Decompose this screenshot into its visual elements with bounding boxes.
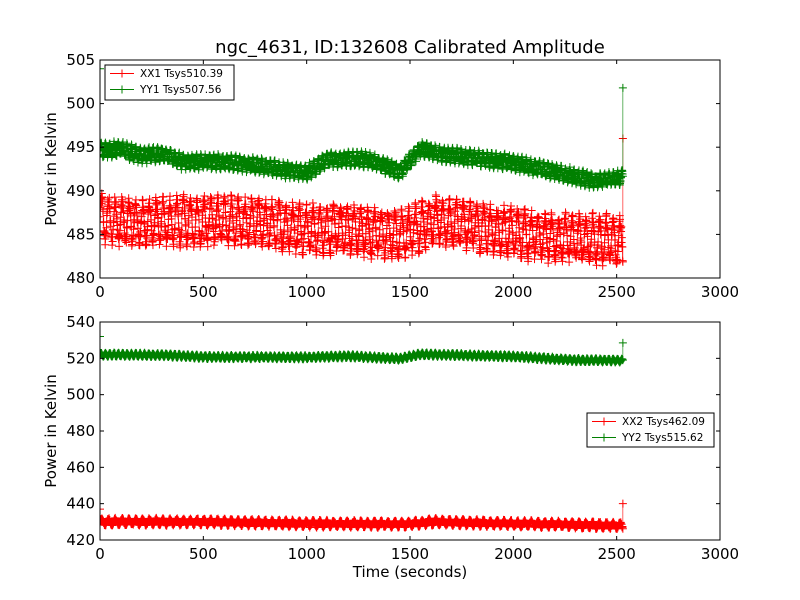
y-tick-label: 420 (66, 531, 95, 549)
y-tick-label: 490 (66, 182, 95, 200)
y-tick-label: 480 (66, 269, 95, 287)
y-tick-label: 520 (66, 349, 95, 367)
legend-label-xx2: XX2 Tsys462.09 (622, 416, 705, 428)
bottom-plot-x-axis-label: Time (seconds) (352, 563, 468, 581)
legend-item-xx1: XX1 Tsys510.39 (110, 68, 223, 80)
legend-label-yy2: YY2 Tsys515.62 (621, 432, 703, 444)
legend-item-xx2: XX2 Tsys462.09 (592, 416, 705, 428)
y-tick-label: 500 (66, 386, 95, 404)
top-plot: 0 500 1000 1500 2000 2500 3000 480 485 490 495 500 5… (42, 51, 739, 301)
bottom-plot-series-2 (100, 332, 627, 367)
top-plot-y-axis-label: Power in Kelvin (42, 112, 60, 226)
top-plot-axes: 0 500 1000 1500 2000 2500 3000 480 485 490 495 500 5… (66, 51, 739, 301)
x-tick-label: 0 (95, 283, 105, 301)
top-plot-legend-box (104, 64, 235, 101)
x-tick-label: 2500 (598, 545, 636, 563)
bottom-plot-y-axis-label: Power in Kelvin (42, 374, 60, 488)
legend-marker-yy1 (118, 85, 126, 94)
chart-title: ngc_4631, ID:132608 Calibrated Amplitude (215, 37, 605, 58)
y-tick-label: 500 (66, 95, 95, 113)
bottom-plot-series-1-markers (100, 499, 627, 533)
y-tick-label: 460 (66, 458, 95, 476)
x-tick-label: 2000 (494, 545, 532, 563)
bottom-plot-legend: XX2 Tsys462.09 YY2 Tsys515.62 (586, 412, 715, 448)
legend-marker-yy2 (600, 433, 608, 442)
bottom-plot-series-2-markers (100, 332, 627, 367)
y-tick-label: 480 (66, 422, 95, 440)
top-plot-series-layer (100, 64, 627, 270)
legend-item-yy1: YY1 Tsys507.56 (110, 84, 222, 96)
y-tick-label: 440 (66, 495, 95, 513)
x-tick-label: 1000 (288, 545, 326, 563)
x-tick-label: 0 (95, 545, 105, 563)
x-tick-label: 2000 (494, 283, 532, 301)
y-tick-label: 485 (66, 225, 95, 243)
legend-label-xx1: XX1 Tsys510.39 (140, 68, 223, 80)
x-tick-label: 500 (189, 283, 218, 301)
top-plot-legend: XX1 Tsys510.39 YY1 Tsys507.56 (104, 64, 235, 101)
top-plot-series-1-markers (100, 134, 627, 270)
legend-marker-xx2 (600, 417, 608, 426)
x-tick-label: 1000 (288, 283, 326, 301)
bottom-plot-axes: 0 500 1000 1500 2000 2500 3000 420 440 460 480 500 5… (66, 313, 739, 563)
x-tick-label: 3000 (701, 283, 739, 301)
x-tick-label: 3000 (701, 545, 739, 563)
y-tick-label: 540 (66, 313, 95, 331)
x-tick-label: 2500 (598, 283, 636, 301)
bottom-plot-series-1 (100, 499, 627, 533)
y-tick-label: 505 (66, 51, 95, 69)
x-tick-label: 1500 (391, 545, 429, 563)
bottom-plot: 0 500 1000 1500 2000 2500 3000 420 440 460 480 500 5… (42, 313, 739, 581)
x-tick-label: 1500 (391, 283, 429, 301)
top-plot-series-1 (100, 134, 627, 270)
bottom-plot-series-layer (100, 332, 627, 533)
y-tick-label: 495 (66, 138, 95, 156)
bottom-plot-legend-box (586, 412, 715, 448)
legend-marker-xx1 (118, 69, 126, 78)
top-plot-series-2 (100, 64, 627, 192)
legend-item-yy2: YY2 Tsys515.62 (592, 432, 703, 444)
legend-label-yy1: YY1 Tsys507.56 (139, 84, 222, 96)
top-plot-series-2-markers (100, 64, 627, 192)
x-tick-label: 500 (189, 545, 218, 563)
